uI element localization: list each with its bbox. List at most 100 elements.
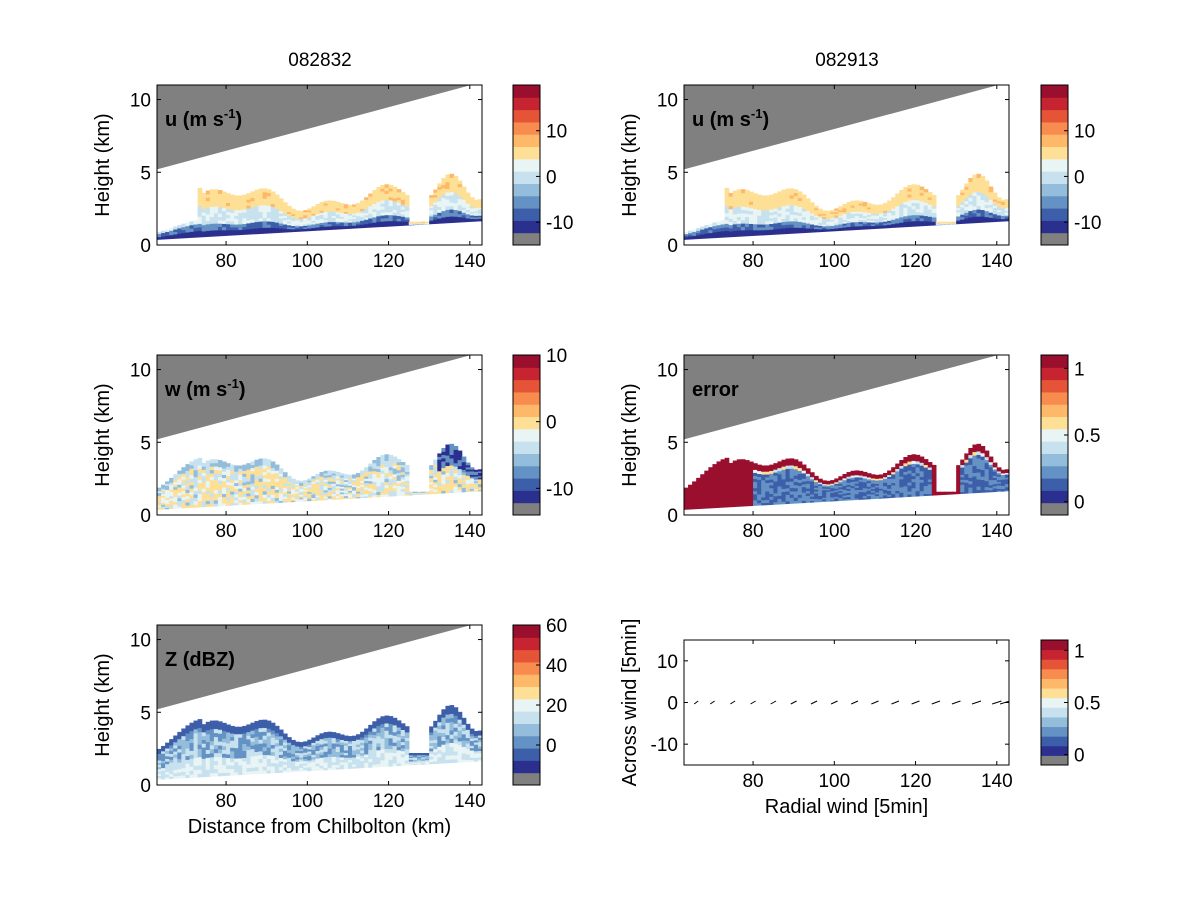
heatmap-cell (996, 467, 1002, 470)
heatmap-cell (234, 195, 239, 199)
heatmap-cell (1004, 485, 1009, 488)
heatmap-cell (307, 496, 312, 499)
heatmap-cell (384, 205, 390, 210)
heatmap-cell (335, 201, 341, 205)
heatmap-cell (262, 468, 268, 472)
heatmap-cell (213, 229, 219, 234)
heatmap-cell (364, 205, 369, 209)
heatmap-cell (761, 493, 766, 498)
heatmap-cell (303, 489, 308, 492)
heatmap-cell (197, 735, 203, 741)
heatmap-cell (287, 492, 292, 496)
heatmap-cell (400, 211, 406, 215)
heatmap-cell (757, 499, 762, 504)
heatmap-cell (846, 204, 852, 207)
heatmap-cell (826, 486, 831, 489)
heatmap-cell (197, 744, 203, 749)
heatmap-cell (891, 471, 896, 475)
heatmap-cell (433, 219, 438, 223)
heatmap-cell (433, 464, 438, 468)
heatmap-cell (907, 458, 913, 462)
heatmap-cell (964, 215, 969, 219)
heatmap-cell (226, 217, 231, 222)
heatmap-cell (352, 207, 357, 211)
heatmap-cell (404, 489, 410, 492)
heatmap-cell (185, 736, 191, 742)
heatmap-cell (740, 223, 746, 227)
heatmap-cell (209, 486, 215, 491)
heatmap-cell (343, 488, 349, 491)
y-tick-label: 5 (140, 433, 151, 454)
heatmap-cell (254, 196, 260, 200)
heatmap-cell (773, 199, 779, 203)
heatmap-cell (388, 223, 394, 228)
heatmap-cell (441, 480, 447, 485)
heatmap-cell (238, 754, 243, 759)
heatmap-cell (952, 491, 957, 493)
heatmap-cell (193, 773, 199, 779)
heatmap-cell (441, 460, 447, 465)
heatmap-cell (319, 492, 325, 495)
heatmap-cell (457, 207, 463, 212)
heatmap-cell (826, 489, 831, 492)
heatmap-cell (814, 479, 819, 483)
heatmap-cell (392, 195, 398, 199)
heatmap-cell (789, 214, 795, 219)
heatmap-cell (433, 214, 438, 218)
heatmap-cell (887, 216, 892, 219)
heatmap-cell (964, 456, 969, 460)
heatmap-cell (282, 215, 288, 219)
heatmap-cell (988, 219, 994, 223)
heatmap-cell (923, 202, 929, 206)
heatmap-cell (704, 481, 709, 485)
heatmap-cell (299, 221, 304, 224)
heatmap-cell (996, 199, 1002, 202)
heatmap-cell (866, 210, 872, 214)
heatmap-cell (287, 485, 292, 488)
heatmap-cell (728, 215, 734, 219)
heatmap-cell (282, 226, 288, 229)
heatmap-cell (303, 483, 308, 486)
heatmap-cell (201, 500, 207, 505)
heatmap-cell (692, 499, 697, 502)
heatmap-cell (258, 484, 264, 489)
heatmap-cell (372, 470, 377, 474)
heatmap-cell (453, 456, 459, 460)
heatmap-cell (213, 226, 219, 231)
heatmap-cell (769, 473, 774, 477)
colorbar-swatch (1041, 441, 1068, 454)
heatmap-cell (246, 745, 252, 751)
heatmap-cell (708, 226, 714, 231)
heatmap-cell (364, 219, 369, 222)
heatmap-cell (477, 205, 482, 208)
heatmap-cell (931, 486, 937, 490)
heatmap-cell (461, 489, 467, 493)
colorbar-swatch (513, 121, 540, 135)
heatmap-cell (189, 471, 195, 476)
heatmap-cell (834, 221, 839, 224)
heatmap-cell (846, 476, 852, 479)
heatmap-cell (895, 475, 900, 479)
heatmap-cell (356, 224, 361, 228)
heatmap-cell (720, 462, 726, 467)
heatmap-cell (469, 469, 475, 472)
heatmap-cell (765, 206, 770, 211)
heatmap-cell (793, 230, 799, 235)
heatmap-cell (266, 192, 272, 197)
heatmap-cell (911, 193, 917, 198)
heatmap-cell (222, 722, 227, 728)
heatmap-cell (477, 478, 482, 481)
heatmap-cell (213, 764, 219, 770)
heatmap-cell (874, 225, 880, 228)
heatmap-cell (173, 486, 178, 490)
heatmap-cell (1000, 213, 1006, 216)
heatmap-cell (209, 752, 215, 758)
heatmap-cell (254, 743, 260, 749)
heatmap-cell (222, 745, 227, 751)
heatmap-cell (230, 212, 235, 216)
heatmap-cell (684, 500, 689, 503)
heatmap-cell (830, 228, 835, 231)
heatmap-cell (193, 493, 199, 498)
heatmap-cell (238, 740, 243, 745)
heatmap-cell (874, 493, 880, 497)
